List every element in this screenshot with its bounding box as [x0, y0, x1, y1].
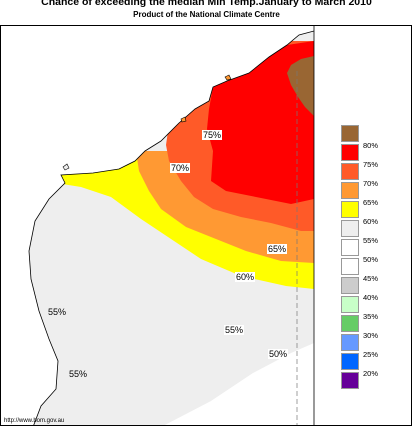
legend-label: 80% — [363, 141, 379, 150]
contour-label-55-west: 55% — [47, 307, 68, 317]
island — [224, 74, 232, 81]
legend-label: 70% — [363, 179, 379, 188]
map-subtitle: Product of the National Climate Centre — [133, 10, 280, 19]
legend-label: 65% — [363, 198, 379, 207]
legend-swatch — [341, 220, 359, 237]
legend-label: 45% — [363, 274, 379, 283]
legend-label: 75% — [363, 160, 379, 169]
legend-swatch — [341, 239, 359, 256]
contour-label-60: 60% — [235, 272, 256, 282]
wa-outlook-map — [28, 26, 315, 425]
legend-swatch — [341, 372, 359, 389]
legend: 80% 75% 70% 65% 60% 55% 50% 45% 40% 35% 30% 25% 20% — [333, 125, 407, 397]
island — [180, 116, 187, 123]
zone-80 — [287, 56, 314, 116]
coastline — [28, 30, 315, 425]
legend-label: 20% — [363, 369, 379, 378]
contour-label-50: 50% — [268, 349, 289, 359]
legend-label: 25% — [363, 350, 379, 359]
legend-swatch — [341, 182, 359, 199]
legend-swatch — [341, 353, 359, 370]
zone-75 — [207, 41, 314, 204]
map-frame: 75% 70% 65% 60% 55% 55% 55% 50% — [0, 25, 412, 426]
contour-label-55-center: 55% — [224, 325, 245, 335]
island — [62, 163, 70, 171]
legend-swatch — [341, 315, 359, 332]
legend-label: 40% — [363, 293, 379, 302]
contour-label-75: 75% — [202, 130, 223, 140]
legend-swatch — [341, 296, 359, 313]
contour-label-70: 70% — [170, 163, 191, 173]
legend-label: 35% — [363, 312, 379, 321]
legend-swatch — [341, 334, 359, 351]
legend-swatch — [341, 258, 359, 275]
legend-swatch — [341, 163, 359, 180]
contour-label-65: 65% — [267, 244, 288, 254]
map-title: Chance of exceeding the median Min Temp.… — [41, 0, 372, 8]
source-url: http://www.bom.gov.au — [4, 418, 65, 424]
contour-label-55-south: 55% — [68, 369, 89, 379]
legend-label: 60% — [363, 217, 379, 226]
legend-swatch — [341, 277, 359, 294]
legend-swatch — [341, 201, 359, 218]
legend-label: 55% — [363, 236, 379, 245]
legend-label: 50% — [363, 255, 379, 264]
legend-label: 30% — [363, 331, 379, 340]
legend-swatch — [341, 125, 359, 142]
legend-swatch — [341, 144, 359, 161]
zone-50 — [161, 343, 314, 425]
